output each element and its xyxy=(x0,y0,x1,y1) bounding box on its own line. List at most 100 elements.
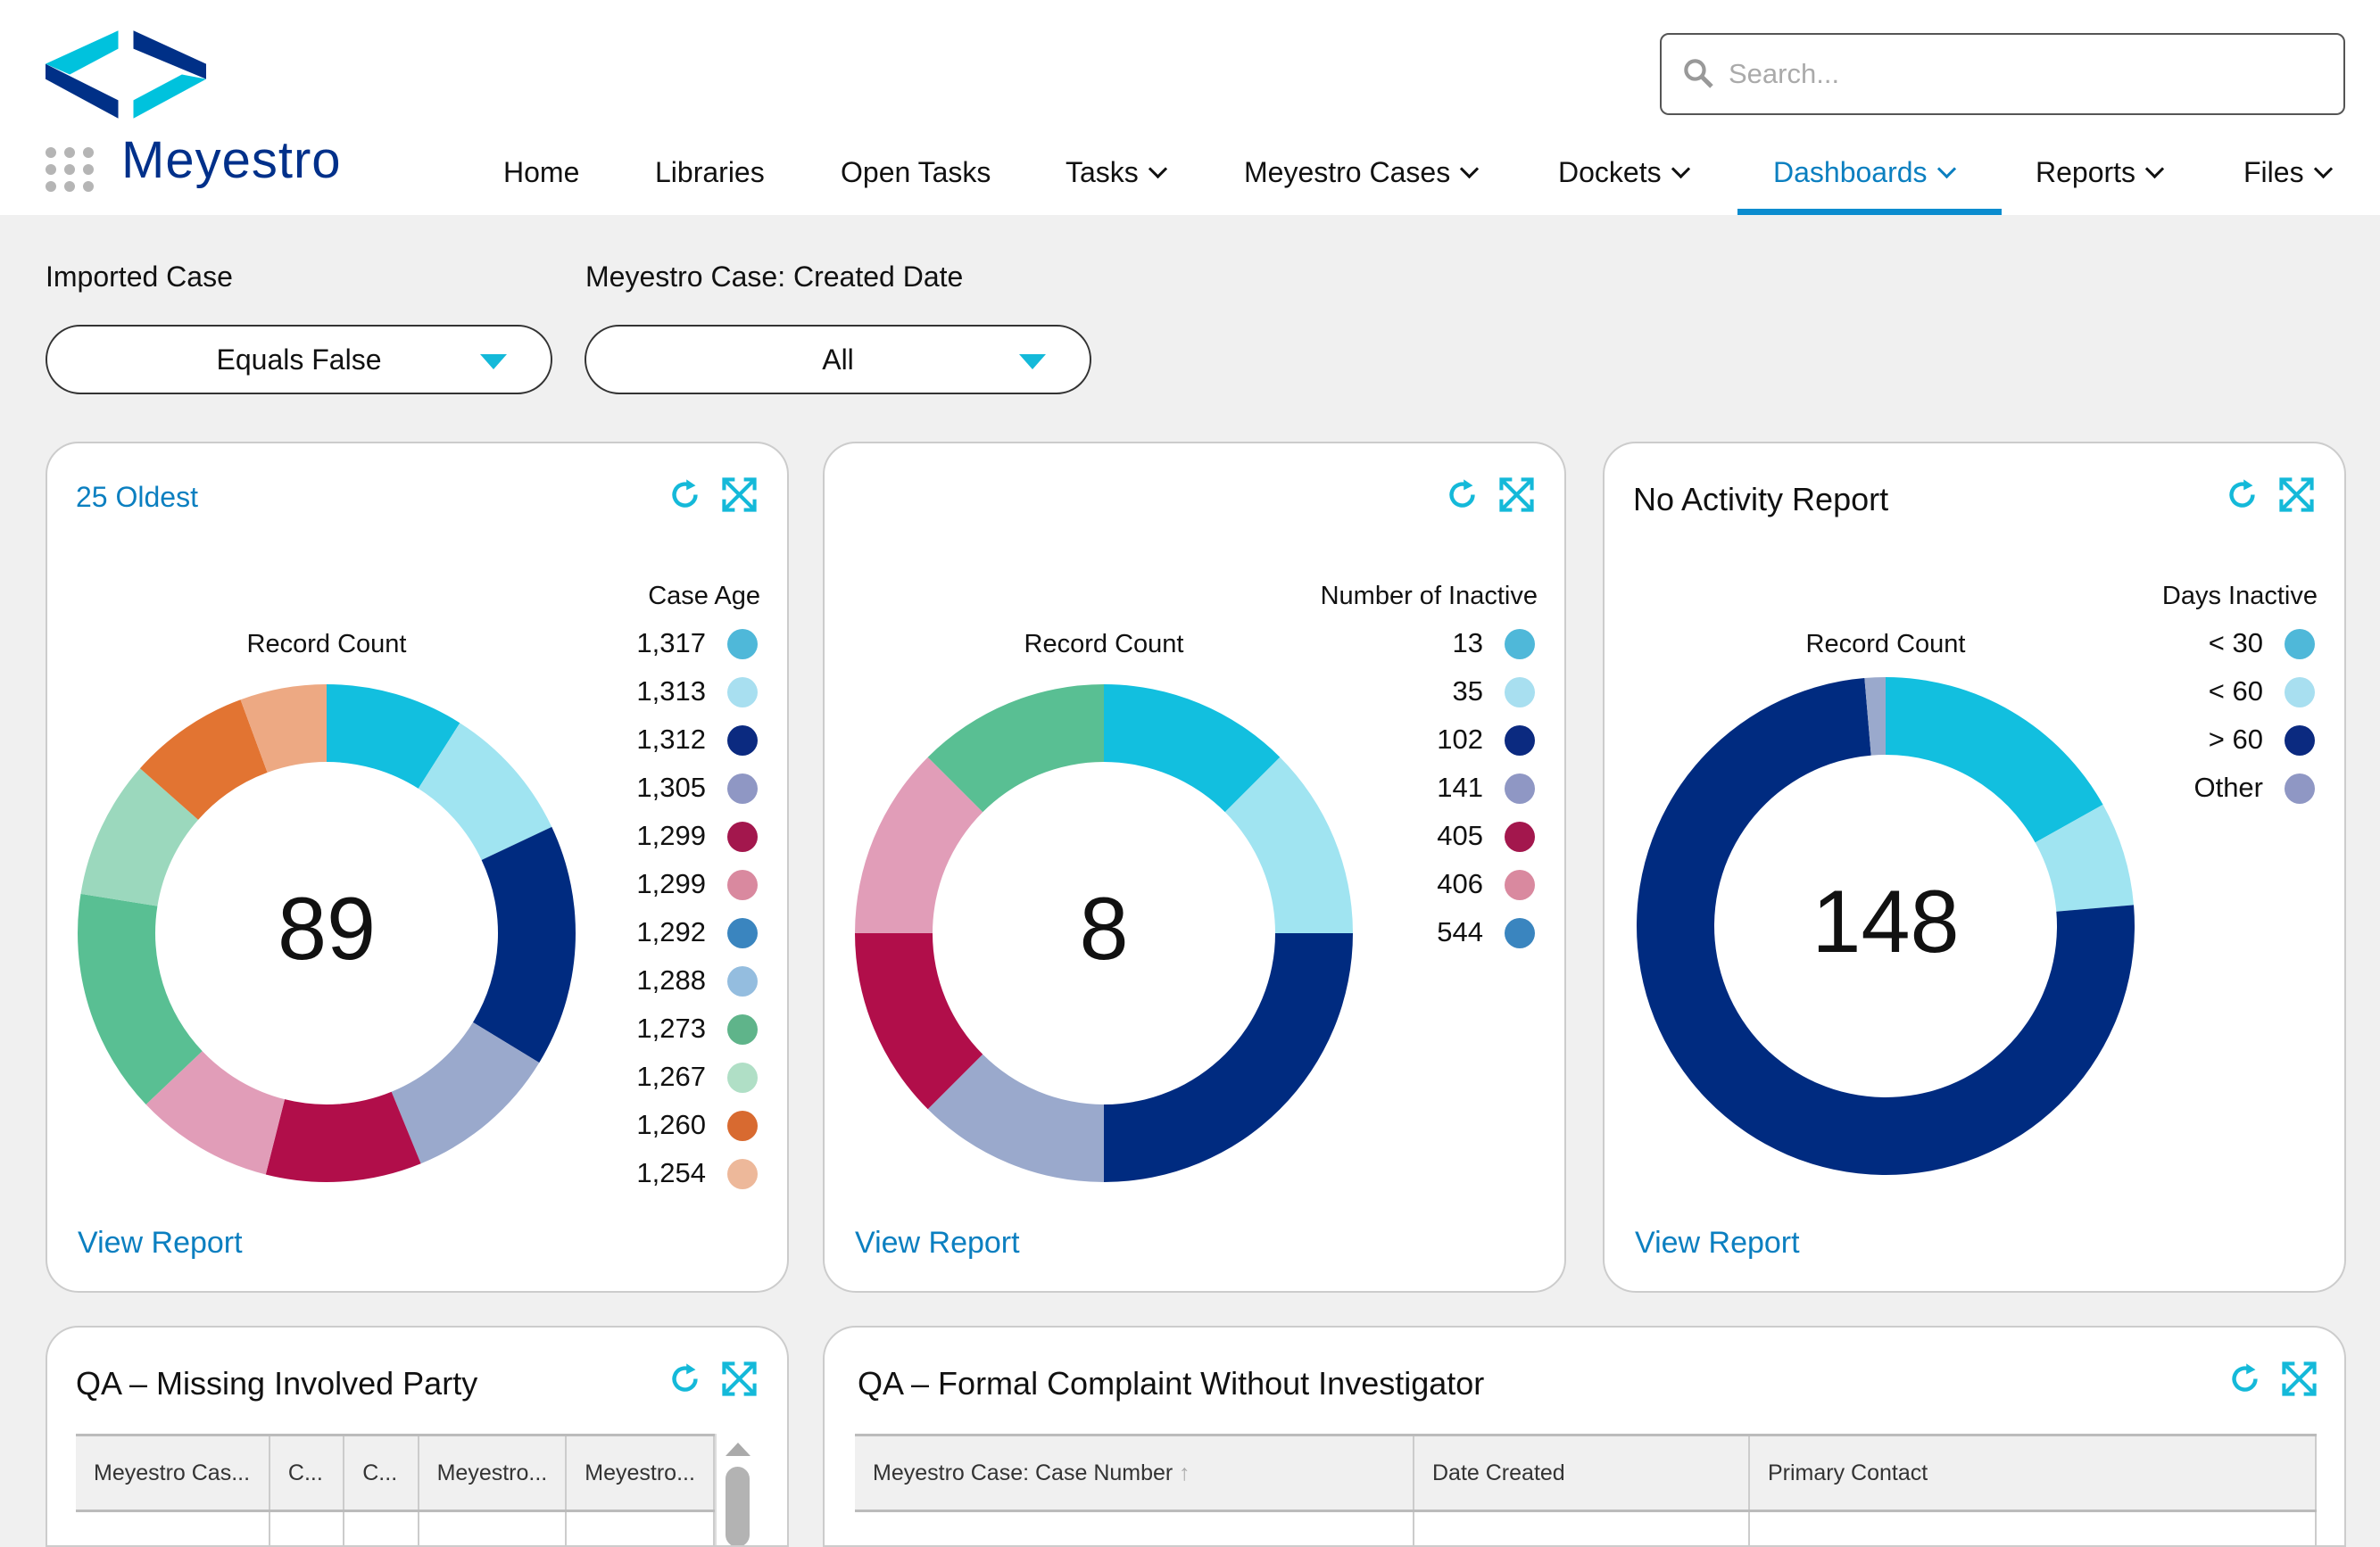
brand-name: Meyestro xyxy=(121,131,342,189)
column-header[interactable]: Meyestro... xyxy=(418,1434,568,1512)
search-icon xyxy=(1684,59,1713,88)
refresh-icon[interactable] xyxy=(1444,476,1480,513)
column-header[interactable]: Meyestro... xyxy=(566,1434,715,1512)
table-scrollbar[interactable] xyxy=(715,1434,758,1545)
app-launcher-icon[interactable] xyxy=(46,147,95,194)
donut-segment-< 60[interactable] xyxy=(2035,804,2134,912)
column-header[interactable]: Meyestro Cas... xyxy=(76,1434,270,1512)
donut-segment-< 30[interactable] xyxy=(1886,677,2103,843)
created-date-dropdown[interactable]: All xyxy=(585,325,1091,394)
donut-segment-13[interactable] xyxy=(1104,684,1281,813)
donut-segment-35[interactable] xyxy=(1224,757,1353,933)
donut-segment-405[interactable] xyxy=(855,933,983,1110)
legend-swatch xyxy=(1505,774,1535,804)
active-tab-indicator xyxy=(1737,209,2002,215)
donut-total: 148 xyxy=(1812,872,1960,971)
nav-label: Meyestro Cases xyxy=(1244,156,1451,188)
view-report-link[interactable]: View Report xyxy=(1635,1226,1800,1260)
chevron-down-icon xyxy=(1671,159,1690,179)
nav-files[interactable]: Files xyxy=(2243,156,2333,189)
nav-open-tasks[interactable]: Open Tasks xyxy=(841,156,991,189)
column-header-label: Meyestro... xyxy=(436,1460,548,1485)
card-title[interactable]: 25 Oldest xyxy=(76,481,198,513)
filter-label-imported-case: Imported Case xyxy=(46,261,233,293)
legend-item-label: 1,254 xyxy=(636,1157,706,1188)
donut-segment-1,299[interactable] xyxy=(145,1051,286,1175)
legend-item-label: 406 xyxy=(1437,868,1483,899)
legend-swatch xyxy=(727,677,758,707)
top-header: Meyestro Search... Home Libraries Open Tas… xyxy=(0,0,2380,215)
donut-segment-102[interactable] xyxy=(1104,933,1353,1182)
nav-home[interactable]: Home xyxy=(503,156,579,189)
expand-icon[interactable] xyxy=(721,1361,758,1397)
column-header[interactable]: C... xyxy=(344,1434,419,1512)
nav-dockets[interactable]: Dockets xyxy=(1558,156,1690,189)
donut-segment-1,317[interactable] xyxy=(327,684,460,789)
legend-item-label: 35 xyxy=(1452,675,1483,707)
column-header[interactable]: Primary Contact xyxy=(1749,1434,2317,1512)
column-header[interactable]: Meyestro Case: Case Number ↑ xyxy=(855,1434,1414,1512)
scroll-up-icon[interactable] xyxy=(726,1443,750,1456)
legend-item-label: 13 xyxy=(1452,627,1483,658)
donut-total: 89 xyxy=(277,879,377,978)
refresh-icon[interactable] xyxy=(2227,1361,2263,1397)
chevron-down-icon xyxy=(2313,159,2333,179)
donut-segment-Other[interactable] xyxy=(1864,677,1886,756)
expand-icon[interactable] xyxy=(2278,476,2315,513)
donut-segment-406[interactable] xyxy=(855,757,983,933)
nav-tasks[interactable]: Tasks xyxy=(1066,156,1167,189)
legend-swatch xyxy=(2285,677,2315,707)
legend-item-label: 405 xyxy=(1437,820,1483,851)
column-header[interactable]: C... xyxy=(269,1434,345,1512)
column-header[interactable]: Date Created xyxy=(1414,1434,1750,1512)
nav-libraries[interactable]: Libraries xyxy=(655,156,765,189)
donut-segment-1,313[interactable] xyxy=(418,723,552,861)
legend-swatch xyxy=(2285,629,2315,659)
legend-item-label: 1,299 xyxy=(636,868,706,899)
legend-swatch xyxy=(1505,677,1535,707)
missing-involved-party-card: QA – Missing Involved Party Meyestro Cas… xyxy=(46,1326,789,1547)
nav-meyestro-cases[interactable]: Meyestro Cases xyxy=(1244,156,1480,189)
view-report-link[interactable]: View Report xyxy=(855,1226,1020,1260)
legend-item-label: 1,288 xyxy=(636,964,706,996)
legend-item-label: 102 xyxy=(1437,724,1483,755)
donut-segment-141[interactable] xyxy=(927,1054,1104,1182)
expand-icon[interactable] xyxy=(721,476,758,513)
refresh-icon[interactable] xyxy=(2224,476,2260,513)
search-input[interactable]: Search... xyxy=(1660,33,2345,115)
legend-swatch xyxy=(2285,774,2315,804)
sort-ascending-icon[interactable]: ↑ xyxy=(1173,1460,1190,1485)
expand-icon[interactable] xyxy=(1498,476,1535,513)
table-cell xyxy=(76,1510,270,1545)
column-header-label: C... xyxy=(287,1460,323,1485)
legend-swatch xyxy=(1505,918,1535,948)
column-header-label: Primary Contact xyxy=(1768,1460,1928,1485)
donut-segment-> 60[interactable] xyxy=(1637,678,2135,1175)
table-cell xyxy=(566,1510,715,1545)
legend-swatch xyxy=(727,1159,758,1189)
donut-segment-1,312[interactable] xyxy=(472,826,576,1063)
donut-segment-1,305[interactable] xyxy=(391,1022,540,1164)
table-cell xyxy=(855,1510,1414,1545)
chevron-down-icon xyxy=(2144,159,2165,179)
legend-item-label: 1,305 xyxy=(636,772,706,803)
donut-segment-1,267[interactable] xyxy=(80,768,199,906)
donut-segment-1,299[interactable] xyxy=(265,1091,421,1182)
legend-swatch xyxy=(727,918,758,948)
donut-segment-1,260[interactable] xyxy=(139,699,268,820)
legend-item-label: < 30 xyxy=(2208,627,2263,658)
card-title: No Activity Report xyxy=(1633,481,1889,517)
nav-dashboards[interactable]: Dashboards xyxy=(1773,156,1956,189)
expand-icon[interactable] xyxy=(2281,1361,2318,1397)
donut-segment-1,273[interactable] xyxy=(77,893,203,1104)
refresh-icon[interactable] xyxy=(667,476,703,513)
donut-segment-1,254[interactable] xyxy=(240,684,327,773)
legend-swatch xyxy=(1505,725,1535,756)
nav-reports[interactable]: Reports xyxy=(2036,156,2165,189)
donut-segment-544[interactable] xyxy=(927,684,1104,813)
scrollbar-thumb[interactable] xyxy=(726,1467,750,1545)
view-report-link[interactable]: View Report xyxy=(78,1226,243,1260)
refresh-icon[interactable] xyxy=(667,1361,703,1397)
imported-case-dropdown[interactable]: Equals False xyxy=(46,325,552,394)
